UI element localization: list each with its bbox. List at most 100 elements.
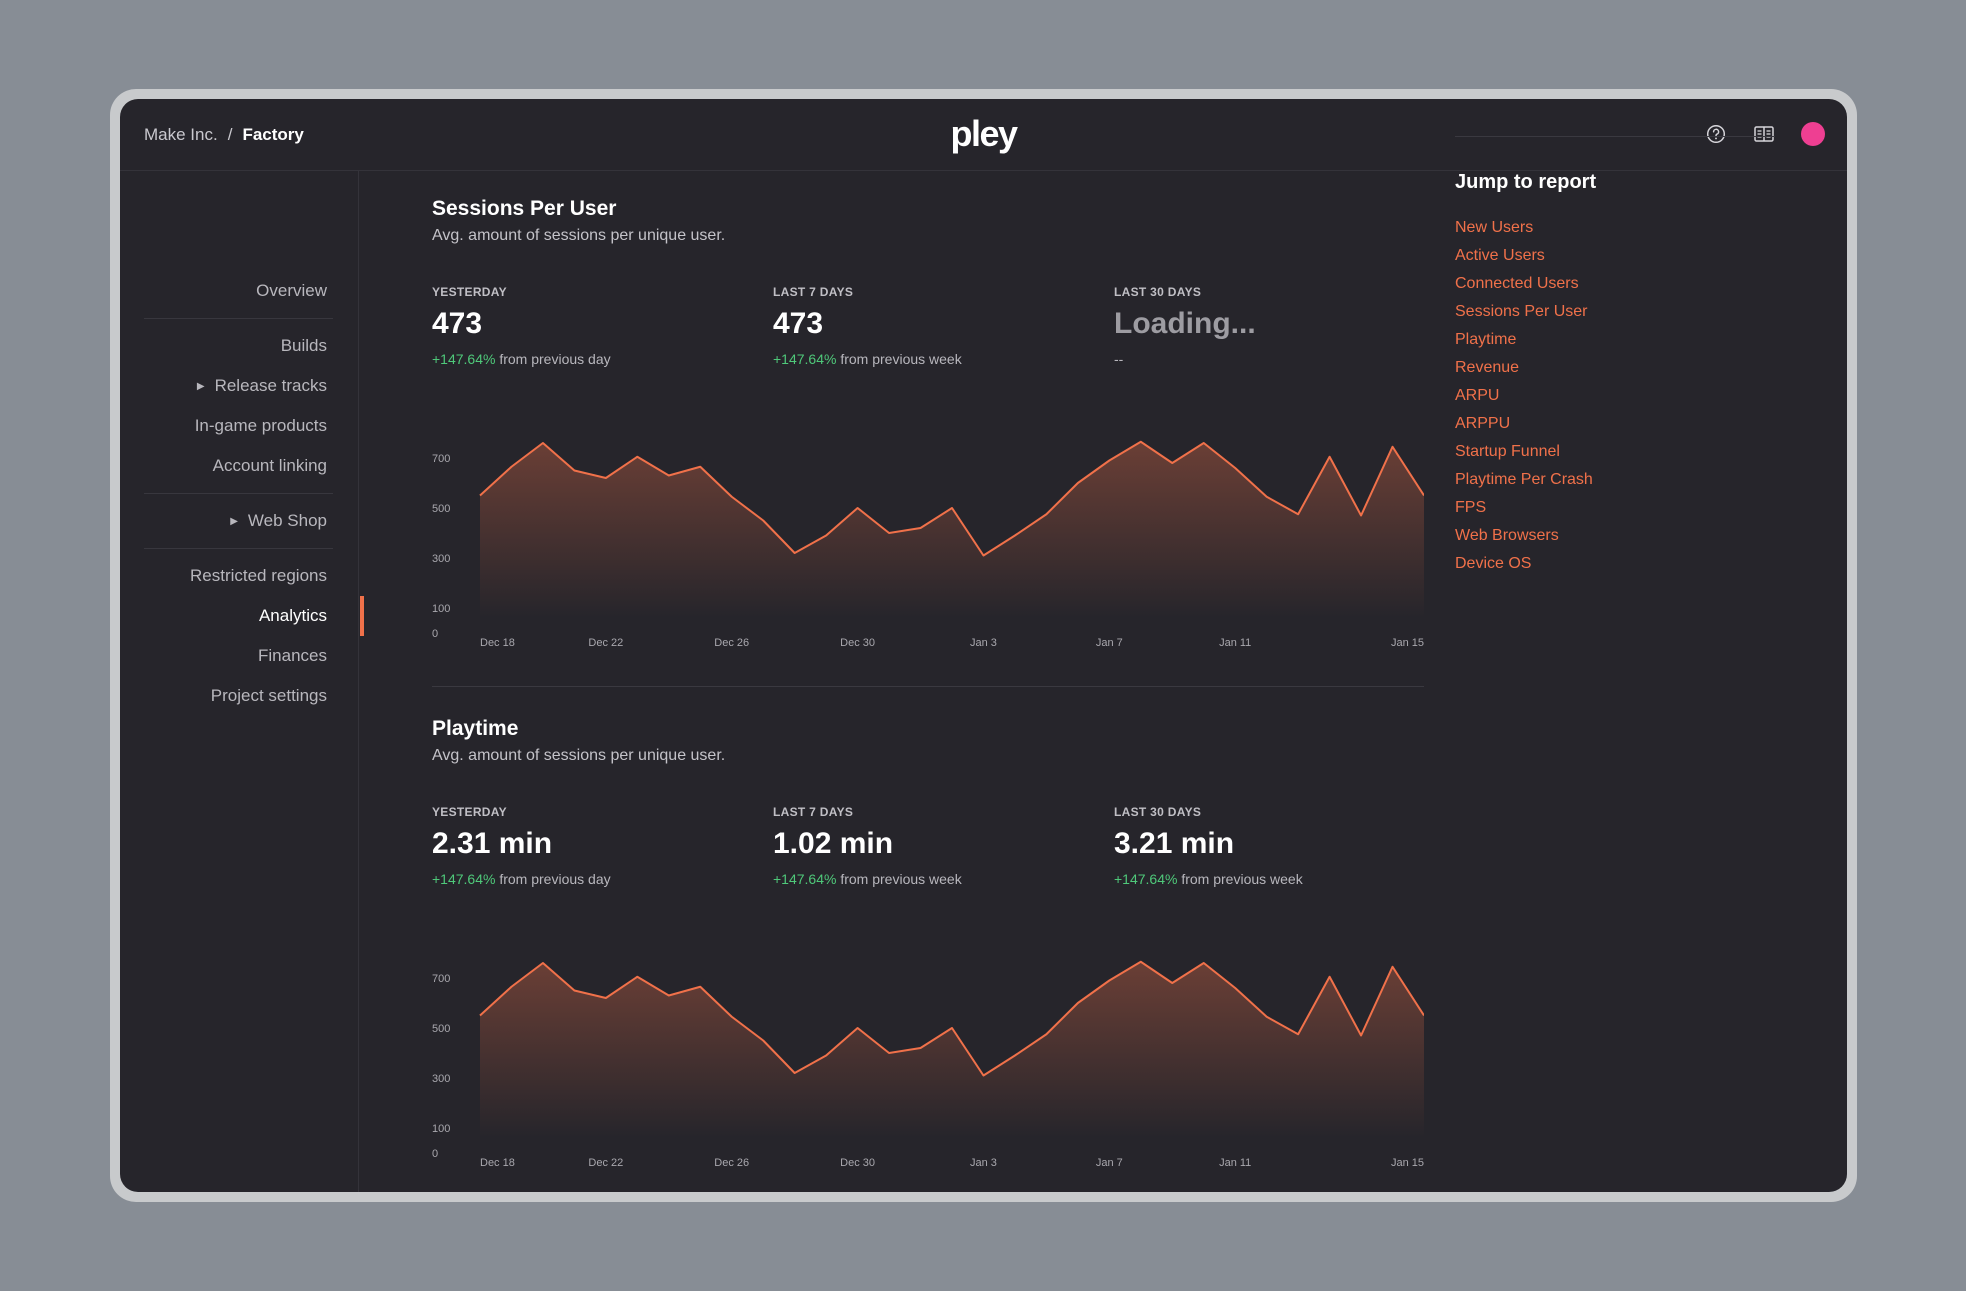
sidebar-item-label: Analytics [258, 606, 327, 625]
data-point [918, 526, 923, 531]
y-tick-label: 500 [432, 503, 450, 515]
jump-link[interactable]: Connected Users [1455, 275, 1579, 292]
data-point [855, 506, 860, 511]
avatar[interactable] [1801, 122, 1825, 146]
data-point [1264, 494, 1269, 499]
jump-link[interactable]: Sessions Per User [1455, 303, 1588, 320]
stat-label: LAST 30 DAYS [1114, 285, 1202, 299]
sidebar: Overview Builds ▶ Release tracks In-game … [120, 171, 364, 1192]
x-tick-label: Jan 15 [1391, 1157, 1424, 1168]
x-tick-label: Dec 22 [588, 637, 623, 648]
data-point [540, 441, 545, 446]
jump-link[interactable]: Web Browsers [1455, 527, 1559, 544]
sidebar-item-label: Release tracks [214, 376, 327, 395]
panel-divider [1455, 136, 1775, 137]
data-point [1390, 444, 1395, 449]
sidebar-item-analytics[interactable]: Analytics [144, 596, 364, 636]
data-point [729, 494, 734, 499]
main-content: Sessions Per User Avg. amount of session… [432, 171, 1424, 1192]
x-tick-label: Dec 18 [480, 637, 515, 648]
jump-link[interactable]: FPS [1455, 499, 1487, 516]
breadcrumb-project[interactable]: Factory [242, 125, 304, 144]
data-point [540, 961, 545, 966]
jump-link[interactable]: Device OS [1455, 555, 1532, 572]
data-point [1012, 1053, 1017, 1058]
change-percent: +147.64% [773, 871, 837, 887]
breadcrumb-separator: / [227, 125, 233, 144]
sidebar-item-overview[interactable]: Overview [144, 271, 333, 311]
data-point [635, 454, 640, 459]
sidebar-item-web-shop[interactable]: ▶ Web Shop [144, 501, 333, 541]
sidebar-item-account-linking[interactable]: Account linking [144, 446, 333, 486]
y-tick-label: 0 [432, 1148, 438, 1160]
stat-change: +147.64% from previous week [773, 871, 1093, 887]
x-tick-label: Jan 7 [1096, 637, 1123, 648]
jump-link[interactable]: Playtime [1455, 331, 1517, 348]
sessions-chart: 0 100 300 500 700 Dec 18 Dec 22 Dec 26 Dec 30 Jan… [432, 433, 1424, 648]
data-point [950, 506, 955, 511]
stat-change: +147.64% from previous week [1114, 871, 1434, 887]
data-point [1201, 961, 1206, 966]
jump-link[interactable]: Startup Funnel [1455, 443, 1560, 460]
y-tick-label: 300 [432, 1073, 450, 1085]
sidebar-item-project-settings[interactable]: Project settings [144, 676, 333, 716]
data-point [1107, 978, 1112, 983]
data-point [478, 1013, 483, 1018]
book-icon[interactable] [1753, 123, 1775, 145]
data-point [729, 1014, 734, 1019]
data-point [1264, 1014, 1269, 1019]
x-tick-label: Jan 11 [1219, 637, 1251, 648]
data-point [698, 984, 703, 989]
data-point [1138, 439, 1143, 444]
section-title: Playtime [432, 717, 519, 740]
section-subtitle: Avg. amount of sessions per unique user. [432, 227, 726, 244]
jump-link[interactable]: Revenue [1455, 359, 1520, 376]
data-point [792, 1071, 797, 1076]
data-point [1296, 512, 1301, 517]
jump-link[interactable]: ARPPU [1455, 415, 1511, 432]
chart-svg: 0 100 300 500 700 Dec 18 Dec 22 Dec 26 Dec 30 Jan… [432, 960, 1424, 1168]
y-tick-label: 300 [432, 553, 450, 565]
y-tick-label: 100 [432, 603, 450, 615]
breadcrumb: Make Inc. / Factory [144, 125, 304, 145]
data-point [603, 476, 608, 481]
stat-label: YESTERDAY [432, 805, 507, 819]
sidebar-item-release-tracks[interactable]: ▶ Release tracks [144, 366, 333, 406]
sidebar-item-builds[interactable]: Builds [144, 326, 333, 366]
change-percent: +147.64% [432, 871, 496, 887]
stat-yesterday: YESTERDAY 2.31 min +147.64% from previou… [432, 805, 752, 887]
jump-link[interactable]: Active Users [1455, 247, 1545, 264]
jump-link[interactable]: New Users [1455, 219, 1534, 236]
change-percent: +147.64% [1114, 871, 1178, 887]
x-tick-label: Dec 22 [588, 1157, 623, 1168]
sidebar-item-label: Web Shop [247, 511, 327, 530]
data-point [1327, 454, 1332, 459]
series-line [479, 960, 1424, 1077]
data-point [666, 473, 671, 478]
y-tick-label: 700 [432, 453, 450, 465]
data-point [1390, 964, 1395, 969]
sidebar-item-finances[interactable]: Finances [144, 636, 333, 676]
jump-link[interactable]: Playtime Per Crash [1455, 471, 1593, 488]
jump-link[interactable]: ARPU [1455, 387, 1500, 404]
section-title: Sessions Per User [432, 197, 617, 220]
stat-value: 473 [773, 307, 824, 340]
sidebar-item-in-game-products[interactable]: In-game products [144, 406, 333, 446]
device-frame: Make Inc. / Factory pley Overview Builds [110, 89, 1857, 1202]
chart-svg: 0 100 300 500 700 Dec 18 Dec 22 Dec 26 Dec 30 Jan… [432, 439, 1424, 648]
pley-logo[interactable]: pley [950, 113, 1018, 154]
sidebar-item-restricted-regions[interactable]: Restricted regions [144, 556, 333, 596]
change-percent: +147.64% [773, 351, 837, 367]
y-tick-label: 500 [432, 1023, 450, 1035]
data-point [1359, 1033, 1364, 1038]
breadcrumb-org[interactable]: Make Inc. [144, 125, 218, 144]
stat-yesterday: YESTERDAY 473 +147.64% from previous day [432, 285, 752, 367]
x-tick-label: Jan 11 [1219, 1157, 1251, 1168]
change-suffix: from previous week [840, 351, 962, 367]
jump-links: New Users Active Users Connected Users S… [1455, 214, 1775, 578]
help-icon[interactable] [1705, 123, 1727, 145]
change-suffix: from previous week [840, 871, 962, 887]
playtime-chart: 0 100 300 500 700 Dec 18 Dec 22 Dec 26 Dec 30 Jan… [432, 953, 1424, 1168]
jump-to-report-panel: Jump to report New Users Active Users Co… [1455, 136, 1775, 578]
change-percent: +147.64% [432, 351, 496, 367]
